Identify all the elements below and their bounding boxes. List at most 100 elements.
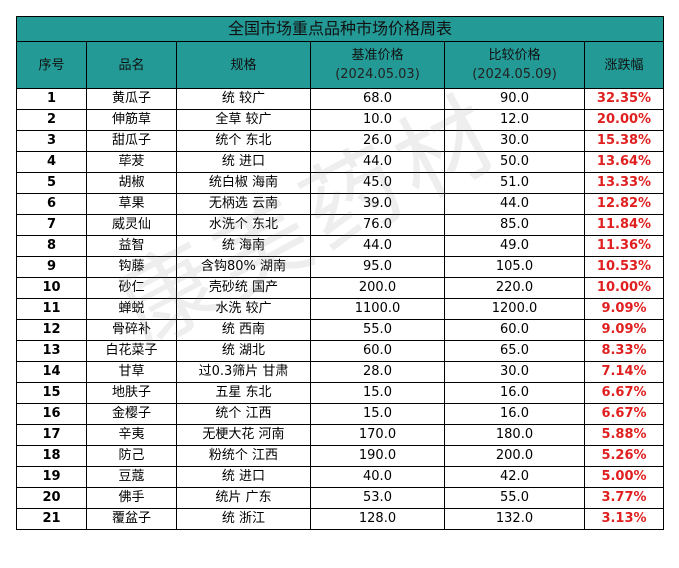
cell-seq: 18: [16, 445, 87, 467]
cell-compare-price: 220.0: [444, 277, 585, 299]
cell-compare-price: 51.0: [444, 172, 585, 194]
cell-compare-price: 49.0: [444, 235, 585, 257]
cell-change: 32.35%: [583, 88, 665, 110]
cell-spec: 粉统个 江西: [176, 445, 311, 467]
cell-base-price: 53.0: [310, 487, 445, 509]
cell-change: 7.14%: [583, 361, 665, 383]
cell-compare-price: 16.0: [444, 382, 585, 404]
cell-change: 6.67%: [583, 382, 665, 404]
table-row: 12 骨碎补统 西南 55.0 60.0 9.09%: [16, 319, 665, 341]
cell-base-price: 10.0: [310, 109, 445, 131]
cell-base-price: 60.0: [310, 340, 445, 362]
cell-spec: 统 浙江: [176, 508, 311, 530]
price-table: 全国市场重点品种市场价格周表 序号 品名 规格 基准价格 (2024.05.03…: [15, 16, 665, 530]
cell-name: 甜瓜子: [86, 130, 177, 152]
cell-compare-price: 200.0: [444, 445, 585, 467]
header-compare-price: 比较价格 (2024.05.09): [444, 41, 585, 89]
table-row: 8 益智统 海南 44.0 49.0 11.36%: [16, 235, 665, 257]
cell-change: 5.88%: [583, 424, 665, 446]
cell-name: 伸筋草: [86, 109, 177, 131]
cell-base-price: 15.0: [310, 382, 445, 404]
cell-compare-price: 85.0: [444, 214, 585, 236]
table-row: 2 伸筋草 全草 较广 10.0 12.0 20.00%: [16, 109, 665, 131]
cell-compare-price: 90.0: [444, 88, 585, 110]
header-compare-price-label: 比较价格: [488, 48, 541, 63]
cell-name: 地肤子: [86, 382, 177, 404]
cell-seq: 20: [16, 487, 87, 509]
cell-compare-price: 55.0: [444, 487, 585, 509]
header-compare-date: (2024.05.09): [472, 67, 557, 82]
cell-spec: 无梗大花 河南: [176, 424, 311, 446]
cell-base-price: 170.0: [310, 424, 445, 446]
cell-name: 辛夷: [86, 424, 177, 446]
cell-name: 威灵仙: [86, 214, 177, 236]
table-row: 1 黄瓜子统 较广 68.0 90.0 32.35%: [16, 88, 665, 110]
table-row: 13 白花菜子统 湖北 60.0 65.0 8.33%: [16, 340, 665, 362]
cell-spec: 五星 东北: [176, 382, 311, 404]
cell-compare-price: 30.0: [444, 130, 585, 152]
table-header-row: 序号 品名 规格 基准价格 (2024.05.03) 比较价格 (2024.05…: [16, 41, 665, 89]
cell-base-price: 26.0: [310, 130, 445, 152]
cell-base-price: 68.0: [310, 88, 445, 110]
cell-base-price: 15.0: [310, 403, 445, 425]
cell-seq: 19: [16, 466, 87, 488]
cell-name: 骨碎补: [86, 319, 177, 341]
cell-name: 豆蔻: [86, 466, 177, 488]
cell-change: 12.82%: [583, 193, 665, 215]
cell-name: 荜茇: [86, 151, 177, 173]
cell-name: 蝉蜕: [86, 298, 177, 320]
table-row: 14 甘草 过0.3筛片 甘肃 28.0 30.0 7.14%: [16, 361, 665, 383]
cell-seq: 11: [16, 298, 87, 320]
cell-change: 10.00%: [583, 277, 665, 299]
cell-spec: 统个 江西: [176, 403, 311, 425]
cell-base-price: 28.0: [310, 361, 445, 383]
cell-name: 覆盆子: [86, 508, 177, 530]
table-row: 7 威灵仙 水洗个 东北 76.0 85.0 11.84%: [16, 214, 665, 236]
table-row: 19 豆蔻统 进口 40.0 42.0 5.00%: [16, 466, 665, 488]
cell-base-price: 45.0: [310, 172, 445, 194]
cell-name: 益智: [86, 235, 177, 257]
cell-compare-price: 60.0: [444, 319, 585, 341]
cell-seq: 13: [16, 340, 87, 362]
cell-spec: 统 进口: [176, 151, 311, 173]
cell-seq: 5: [16, 172, 87, 194]
cell-change: 5.26%: [583, 445, 665, 467]
cell-base-price: 55.0: [310, 319, 445, 341]
cell-base-price: 1100.0: [310, 298, 445, 320]
cell-name: 防己: [86, 445, 177, 467]
cell-name: 甘草: [86, 361, 177, 383]
table-row: 3 甜瓜子 统个 东北 26.0 30.0 15.38%: [16, 130, 665, 152]
cell-spec: 统个 东北: [176, 130, 311, 152]
cell-spec: 水洗个 东北: [176, 214, 311, 236]
cell-compare-price: 132.0: [444, 508, 585, 530]
cell-compare-price: 12.0: [444, 109, 585, 131]
cell-seq: 7: [16, 214, 87, 236]
header-name: 品名: [86, 41, 177, 89]
cell-seq: 3: [16, 130, 87, 152]
table-row: 18 防己 粉统个 江西 190.0 200.0 5.26%: [16, 445, 665, 467]
cell-change: 3.77%: [583, 487, 665, 509]
cell-base-price: 190.0: [310, 445, 445, 467]
cell-name: 砂仁: [86, 277, 177, 299]
cell-spec: 统 海南: [176, 235, 311, 257]
cell-seq: 9: [16, 256, 87, 278]
cell-name: 钩藤: [86, 256, 177, 278]
cell-spec: 统 西南: [176, 319, 311, 341]
cell-seq: 16: [16, 403, 87, 425]
cell-base-price: 40.0: [310, 466, 445, 488]
cell-name: 白花菜子: [86, 340, 177, 362]
cell-seq: 17: [16, 424, 87, 446]
cell-base-price: 200.0: [310, 277, 445, 299]
cell-spec: 过0.3筛片 甘肃: [176, 361, 311, 383]
cell-spec: 统 进口: [176, 466, 311, 488]
cell-compare-price: 30.0: [444, 361, 585, 383]
cell-spec: 水洗 较广: [176, 298, 311, 320]
cell-change: 20.00%: [583, 109, 665, 131]
cell-spec: 统 较广: [176, 88, 311, 110]
cell-seq: 4: [16, 151, 87, 173]
cell-spec: 统白椒 海南: [176, 172, 311, 194]
cell-compare-price: 44.0: [444, 193, 585, 215]
cell-base-price: 128.0: [310, 508, 445, 530]
cell-change: 9.09%: [583, 298, 665, 320]
